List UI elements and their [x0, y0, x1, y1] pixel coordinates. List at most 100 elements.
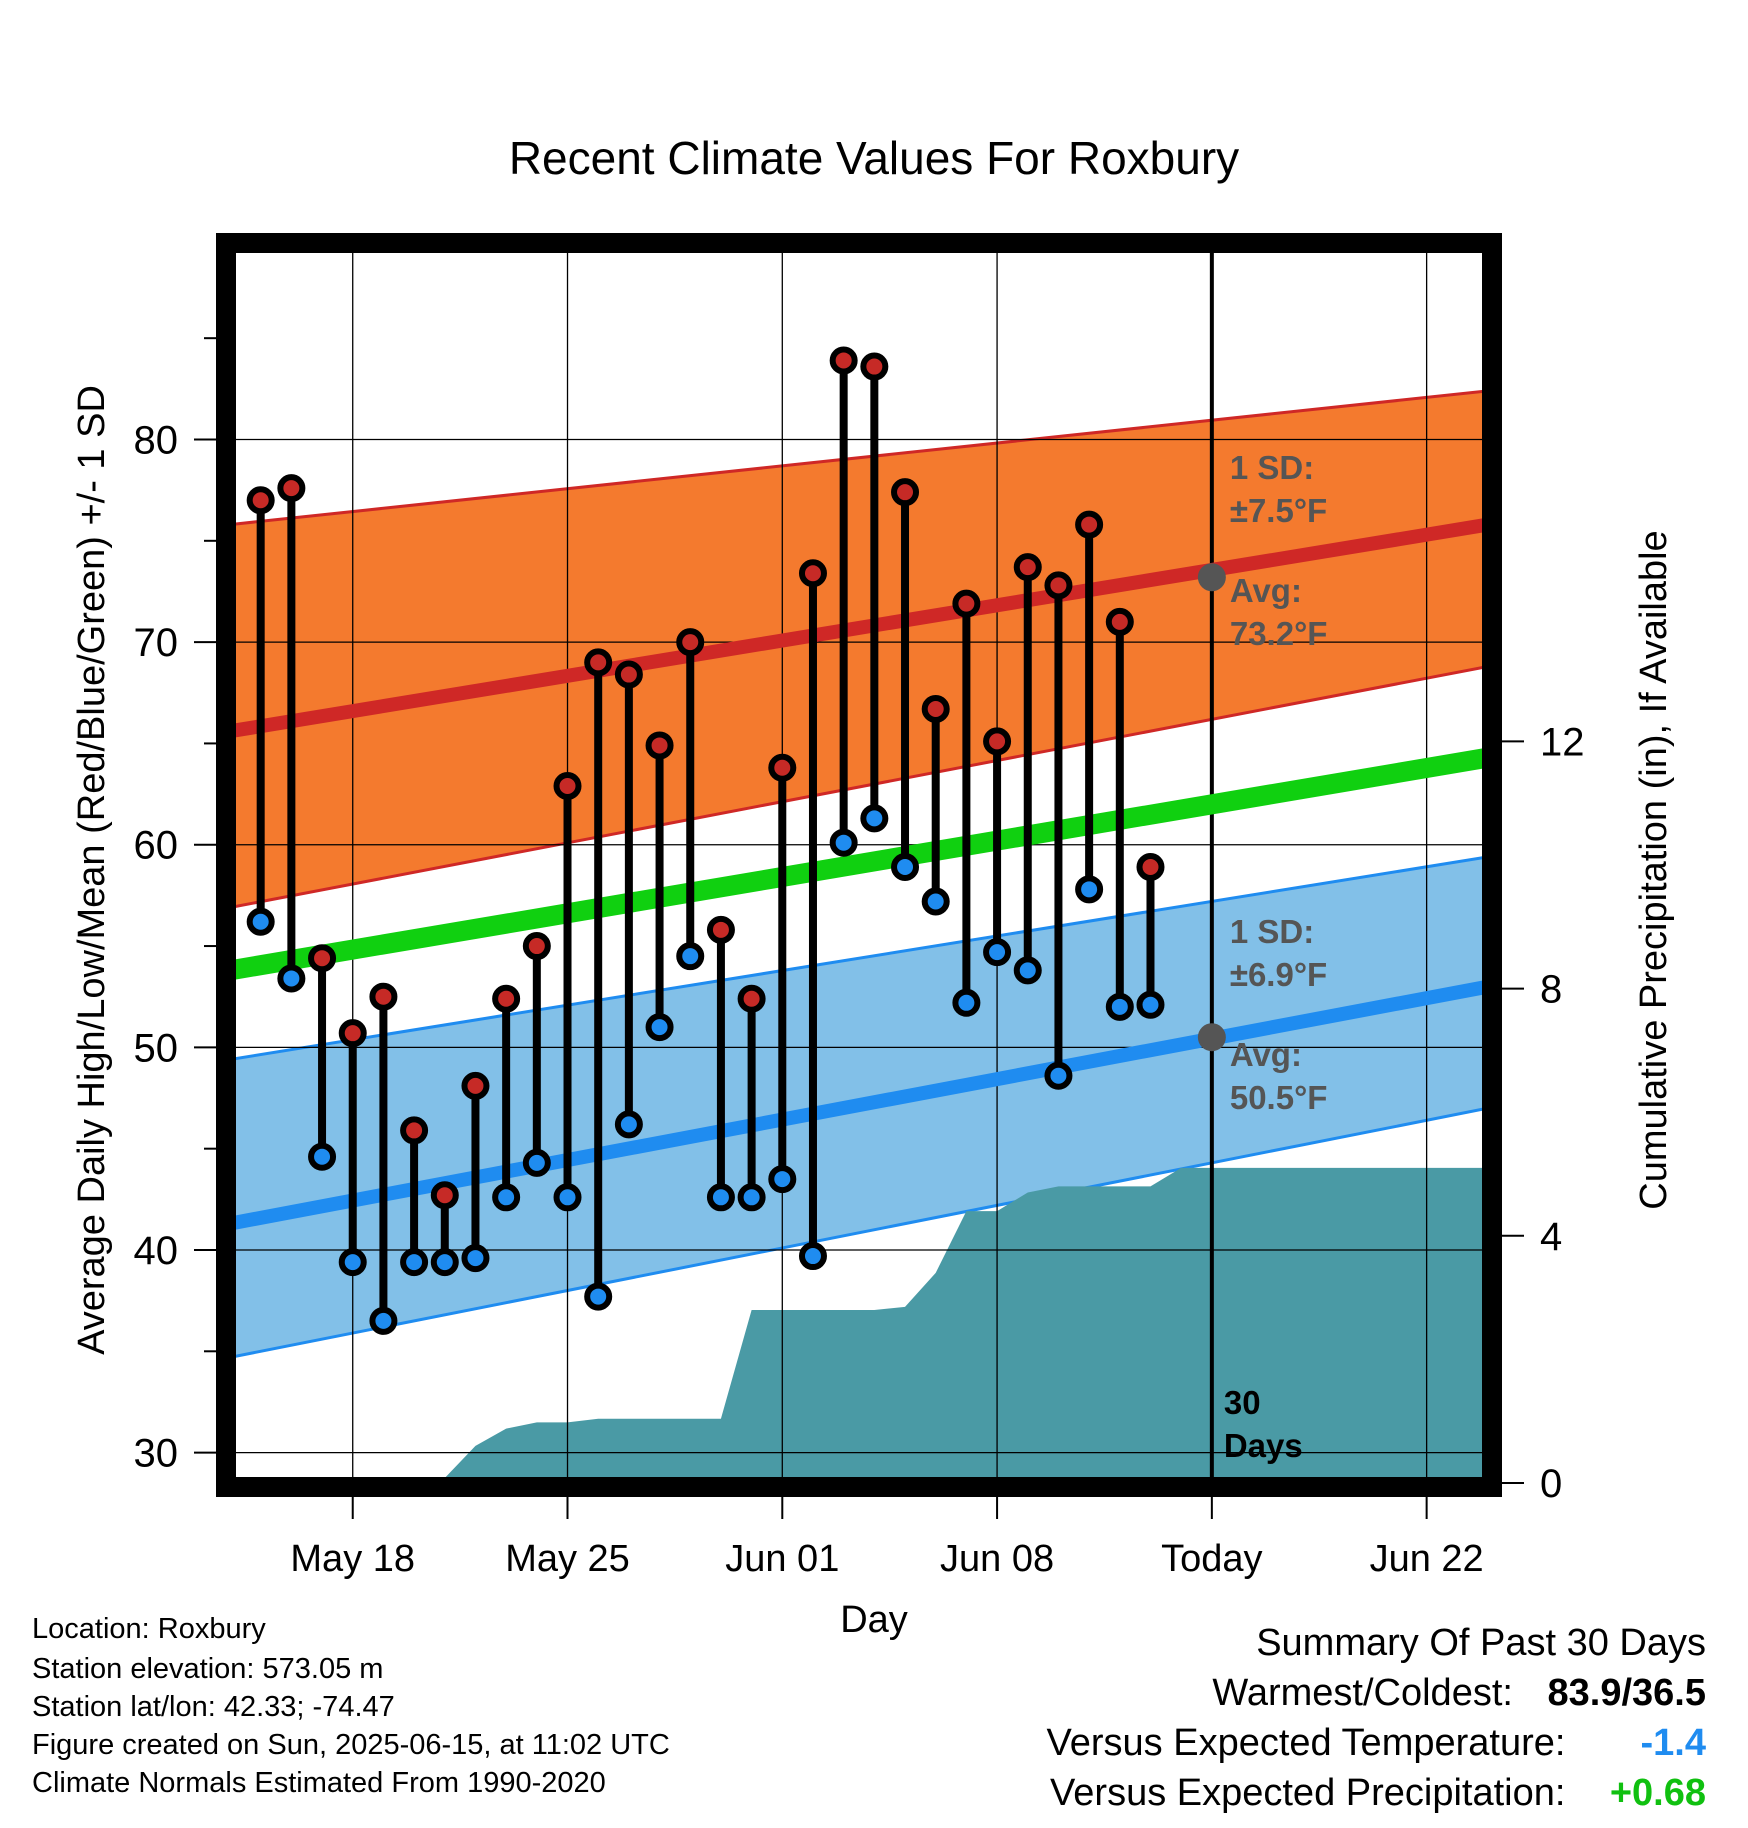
low-point [461, 1244, 490, 1273]
y-tick-label: 30 [134, 1432, 179, 1476]
high-point [553, 771, 582, 800]
x-tick-label: Jun 22 [1370, 1538, 1484, 1580]
summary-warmest-row: Warmest/Coldest: 83.9/36.5 [1047, 1672, 1706, 1722]
low-point [1013, 956, 1042, 985]
y2-tick-label: 4 [1540, 1215, 1562, 1259]
low-avg-label: Avg: [1230, 1036, 1302, 1073]
low-point [952, 988, 981, 1017]
high-point [952, 589, 981, 618]
low-point [891, 853, 920, 882]
high-point [1075, 510, 1104, 539]
precip-label: Versus Expected Precipitation: [1050, 1772, 1566, 1814]
low-point [584, 1282, 613, 1311]
low-point [921, 887, 950, 916]
temp-value: -1.4 [1640, 1722, 1706, 1764]
chart-title: Recent Climate Values For Roxbury [509, 132, 1239, 184]
days-number: 30 [1224, 1384, 1261, 1421]
warmest-value: 83.9/36.5 [1547, 1672, 1706, 1714]
low-point [430, 1248, 459, 1277]
high-point [706, 915, 735, 944]
x-tick-label: May 18 [290, 1538, 415, 1580]
x-tick-label: Jun 01 [725, 1538, 839, 1580]
x-tick-label: Jun 08 [940, 1538, 1054, 1580]
high-point [461, 1071, 490, 1100]
summary-title: Summary Of Past 30 Days [1256, 1622, 1706, 1664]
normals-text: Climate Normals Estimated From 1990-2020 [32, 1767, 606, 1799]
high-point [308, 944, 337, 973]
y2-tick-label: 12 [1540, 720, 1585, 764]
precip-value: +0.68 [1609, 1772, 1706, 1814]
temp-label: Versus Expected Temperature: [1046, 1722, 1566, 1764]
low-point [400, 1248, 429, 1277]
low-point [768, 1165, 797, 1194]
high-avg-marker [1197, 563, 1226, 592]
y-tick-label: 60 [134, 824, 179, 868]
high-point [492, 984, 521, 1013]
low-point [614, 1110, 643, 1139]
y-tick-label: 50 [134, 1026, 179, 1070]
low-point [645, 1013, 674, 1042]
high-point [522, 932, 551, 961]
high-point [768, 753, 797, 782]
summary-panel: Summary Of Past 30 Days Warmest/Coldest:… [1047, 1622, 1706, 1822]
low-sd-value: ±6.9°F [1230, 956, 1327, 993]
x-tick-label: Today [1161, 1538, 1262, 1580]
high-point [921, 694, 950, 723]
low-point [983, 938, 1012, 967]
low-point [522, 1148, 551, 1177]
low-point [1105, 992, 1134, 1021]
high-point [737, 984, 766, 1013]
x-axis-label: Day [840, 1599, 908, 1641]
plot-frame [216, 233, 1502, 1497]
x-tick-label: May 25 [505, 1538, 630, 1580]
low-point [798, 1242, 827, 1271]
high-point [584, 648, 613, 677]
high-point [860, 352, 889, 381]
y-axis-label: Average Daily High/Low/Mean (Red/Blue/Gr… [71, 385, 113, 1355]
low-point [1075, 875, 1104, 904]
high-point [983, 727, 1012, 756]
high-point [338, 1019, 367, 1048]
latlon-text: Station lat/lon: 42.33; -74.47 [32, 1691, 395, 1723]
high-sd-label: 1 SD: [1230, 449, 1314, 486]
low-avg-marker [1197, 1023, 1226, 1052]
high-sd-band [230, 390, 1488, 908]
days-label: Days [1224, 1427, 1303, 1464]
low-point [277, 964, 306, 993]
precip-area [230, 1167, 1488, 1483]
warmest-label: Warmest/Coldest: [1212, 1672, 1513, 1714]
low-point [246, 907, 275, 936]
high-sd-value: ±7.5°F [1230, 492, 1327, 529]
mean-line [230, 747, 1488, 981]
high-point [277, 474, 306, 503]
high-mean-line [230, 517, 1488, 739]
low-point [308, 1142, 337, 1171]
plot-area: 1 SD: ±7.5°F Avg: 73.2°F 1 SD: ±6.9°F Avg: 50.5… [134, 233, 1585, 1580]
high-avg-label: Avg: [1230, 572, 1302, 609]
low-point [829, 828, 858, 857]
high-point [430, 1181, 459, 1210]
high-lower-line [230, 664, 1488, 910]
low-point [860, 804, 889, 833]
high-point [798, 559, 827, 588]
high-point [369, 982, 398, 1011]
summary-precip-row: Versus Expected Precipitation: +0.68 [1047, 1772, 1706, 1822]
low-lower-line [230, 1106, 1488, 1359]
summary-temp-row: Versus Expected Temperature: -1.4 [1047, 1722, 1706, 1772]
low-point [492, 1183, 521, 1212]
high-point [1013, 553, 1042, 582]
low-point [1136, 990, 1165, 1019]
high-upper-line [230, 389, 1488, 527]
low-point [1044, 1061, 1073, 1090]
high-point [829, 346, 858, 375]
high-point [246, 486, 275, 515]
high-point [614, 660, 643, 689]
high-point [400, 1116, 429, 1145]
y2-tick-label: 0 [1540, 1462, 1562, 1506]
high-point [645, 731, 674, 760]
low-point [676, 942, 705, 971]
low-point [553, 1183, 582, 1212]
low-avg-value: 50.5°F [1230, 1079, 1328, 1116]
elevation-text: Station elevation: 573.05 m [32, 1653, 384, 1685]
high-point [1136, 853, 1165, 882]
